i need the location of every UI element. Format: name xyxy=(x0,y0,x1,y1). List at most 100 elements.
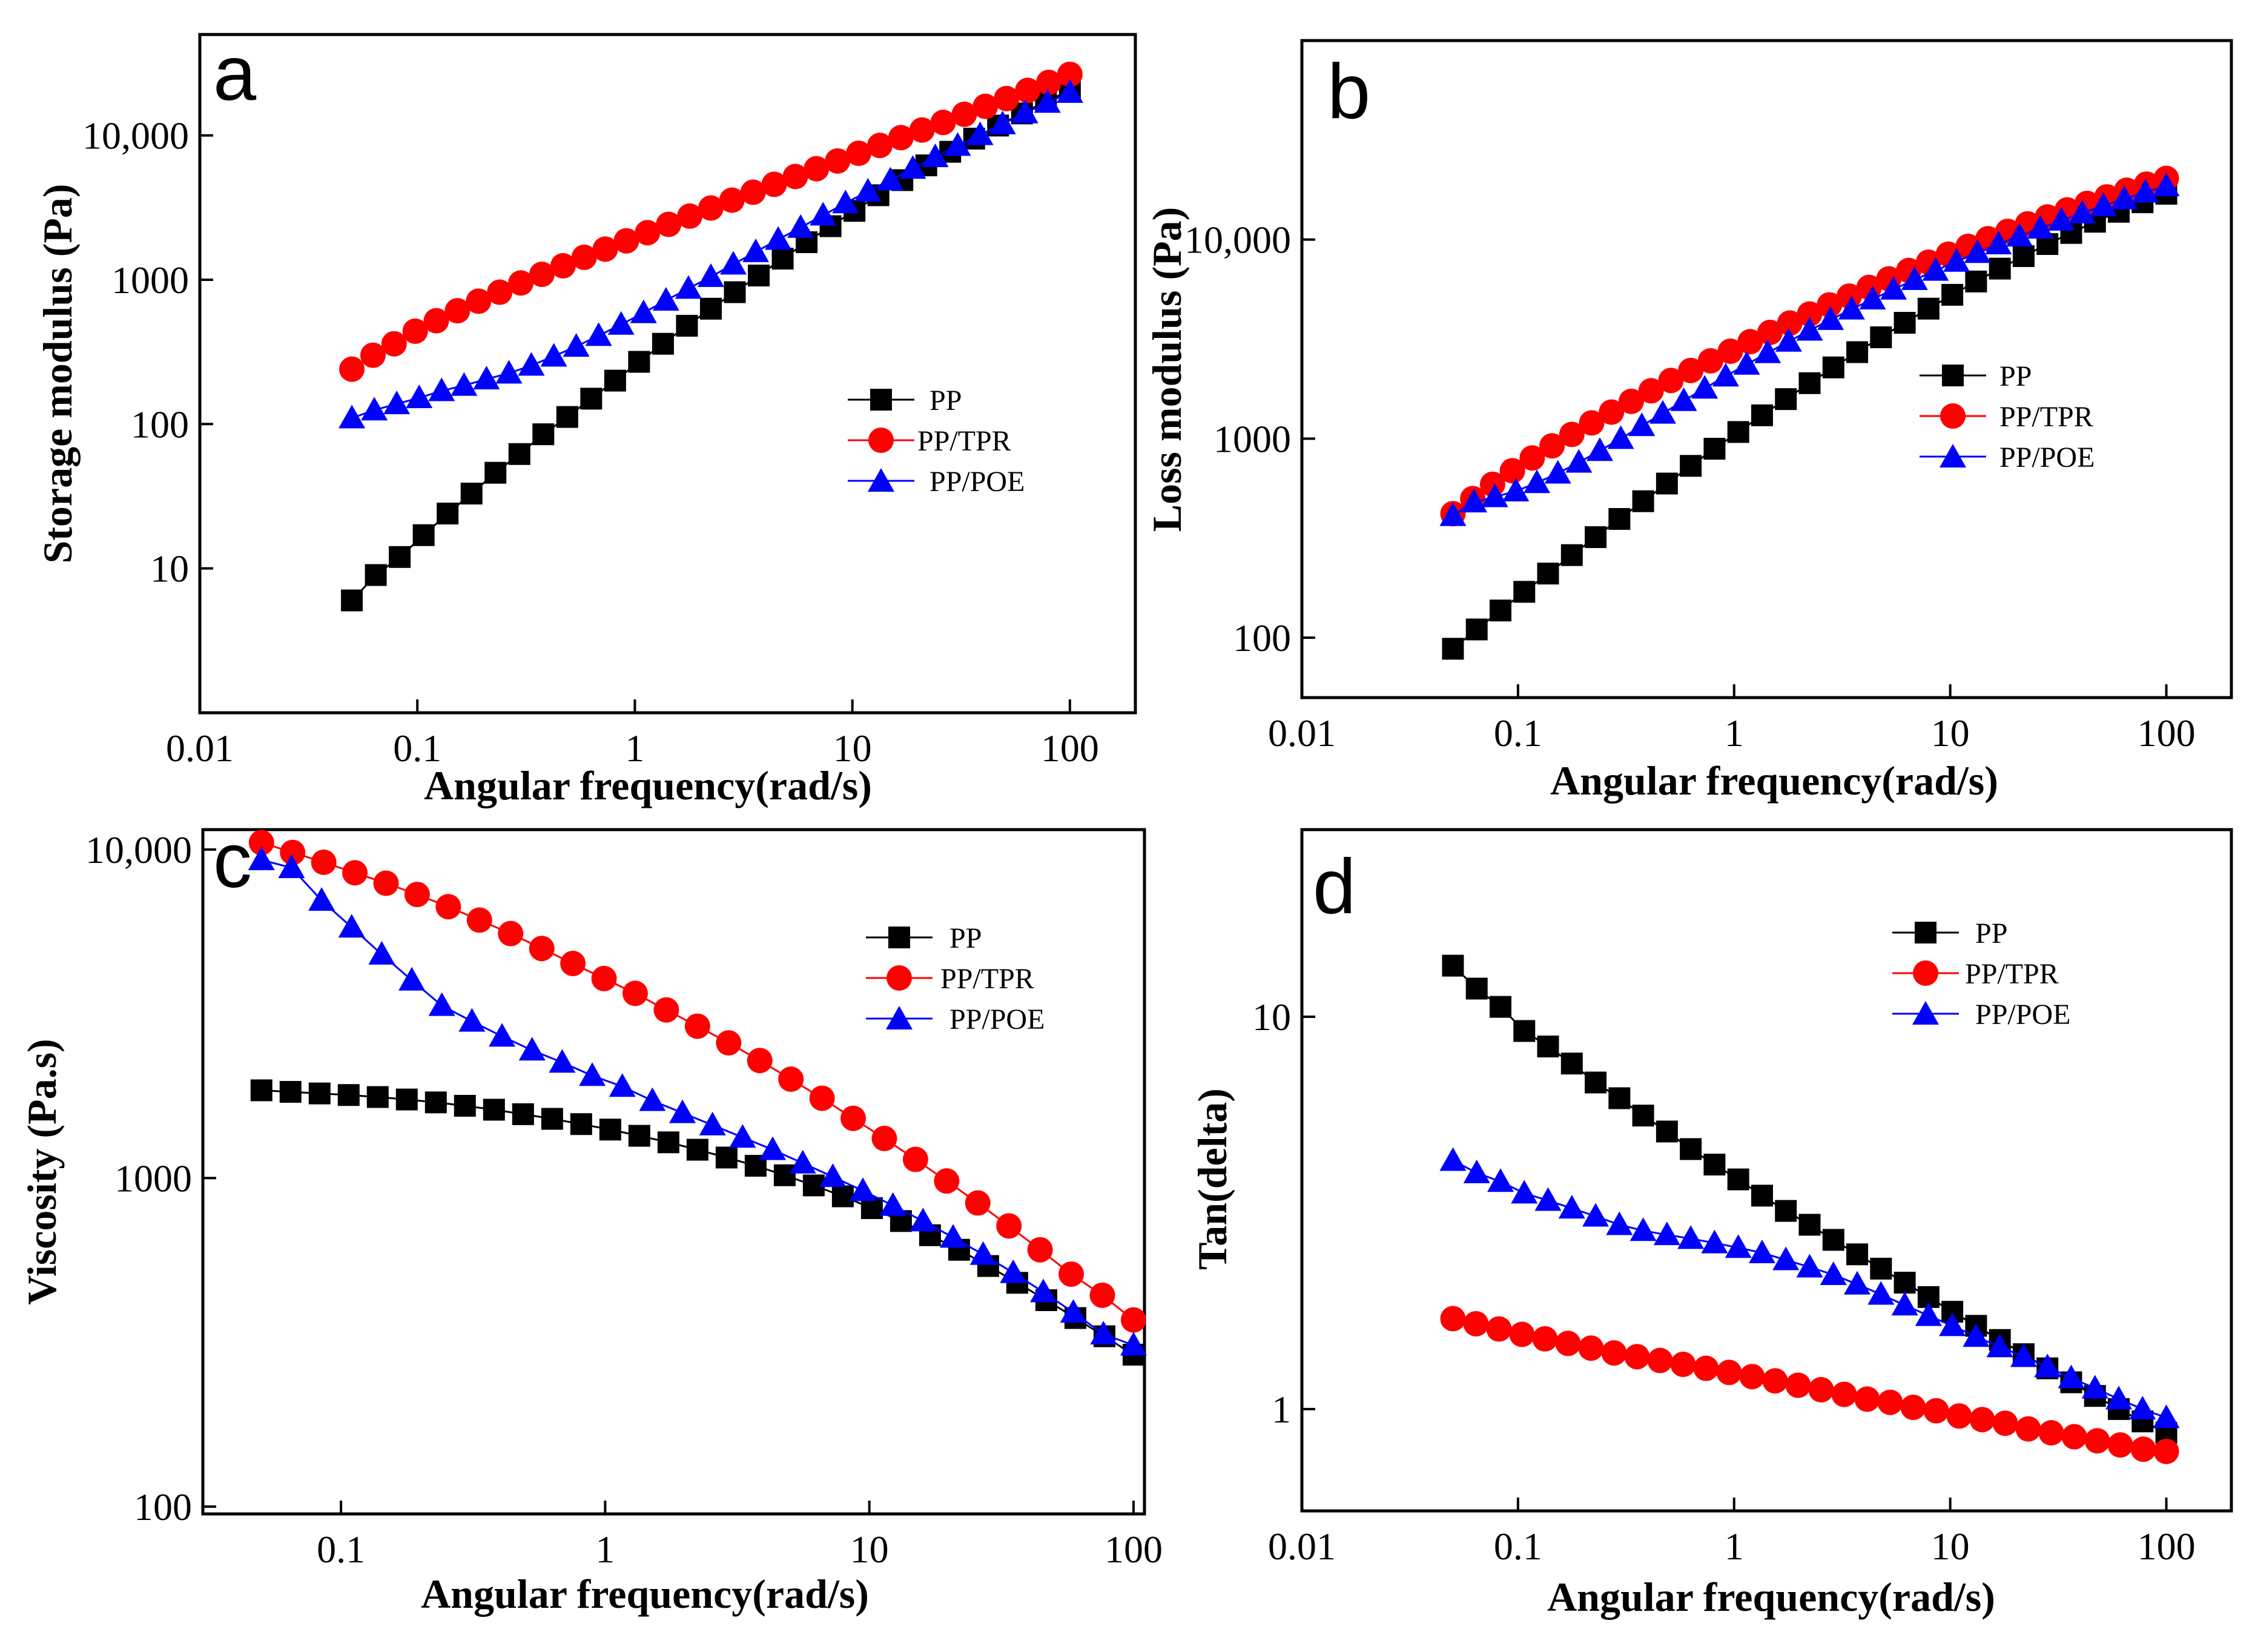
legend-label-b-pp: PP xyxy=(1999,360,2032,392)
data-point-c-pp-3 xyxy=(337,1084,360,1106)
data-point-b-pptpr-5 xyxy=(1539,433,1565,459)
data-point-b-pp-4 xyxy=(1537,563,1559,585)
data-point-d-pppoe-10 xyxy=(1677,1225,1705,1249)
data-point-a-pptpr-34 xyxy=(1057,61,1083,87)
legend-label-c-pp: PP xyxy=(949,922,982,954)
x-tick-label-c-1: 1 xyxy=(595,1528,615,1571)
data-point-d-pptpr-6 xyxy=(1578,1335,1604,1361)
legend-label-d-pppoe: PP/POE xyxy=(1975,999,2070,1031)
data-point-a-pppoe-11 xyxy=(585,322,612,346)
data-point-a-pptpr-22 xyxy=(804,156,830,182)
data-point-b-pppoe-23 xyxy=(1922,257,1949,281)
data-point-c-pptpr-3 xyxy=(342,860,368,886)
data-point-c-pp-12 xyxy=(599,1118,621,1141)
data-point-a-pptpr-2 xyxy=(381,331,407,357)
data-point-a-pptpr-27 xyxy=(909,117,935,143)
y-axis-label-a: Storage modulus (Pa) xyxy=(35,183,81,563)
data-point-a-pp-6 xyxy=(484,461,507,484)
data-point-b-pp-8 xyxy=(1632,490,1654,512)
data-point-b-pppoe-8 xyxy=(1607,425,1634,449)
data-point-b-pppoe-9 xyxy=(1628,412,1656,437)
data-point-c-pppoe-20 xyxy=(849,1177,876,1201)
data-point-d-pppoe-29 xyxy=(2129,1395,2156,1419)
x-tick-label-b-4: 100 xyxy=(2138,712,2196,755)
data-point-a-pptpr-33 xyxy=(1035,70,1061,96)
data-point-d-pppoe-5 xyxy=(1558,1195,1585,1219)
y-tick-label-a-2: 1000 xyxy=(111,259,189,302)
data-point-d-pppoe-25 xyxy=(2034,1353,2061,1378)
data-point-c-pppoe-2 xyxy=(308,887,335,911)
data-point-c-pp-5 xyxy=(395,1088,418,1111)
data-point-d-pptpr-3 xyxy=(1509,1321,1535,1347)
data-point-b-pppoe-18 xyxy=(1817,306,1844,330)
panel-d: d 0.01 0.1 1 10 100 1 10 Angular frequency(rad… xyxy=(1189,828,2233,1620)
data-point-b-pp-15 xyxy=(1798,372,1821,394)
data-point-c-pppoe-25 xyxy=(1000,1259,1027,1283)
data-point-c-pppoe-5 xyxy=(398,966,426,991)
data-point-d-pp-4 xyxy=(1537,1036,1559,1058)
data-point-c-pppoe-1 xyxy=(278,854,305,879)
x-tick-label-d-2: 1 xyxy=(1725,1525,1744,1568)
data-point-c-pppoe-28 xyxy=(1090,1321,1117,1345)
data-point-c-pp-16 xyxy=(715,1146,738,1169)
data-point-a-pptpr-0 xyxy=(339,356,365,382)
data-point-a-pppoe-6 xyxy=(473,365,500,389)
data-point-d-pptpr-27 xyxy=(2061,1424,2087,1450)
data-point-d-pp-0 xyxy=(1442,954,1464,977)
data-point-d-pppoe-21 xyxy=(1939,1312,1966,1336)
x-tick-label-b-1: 0.1 xyxy=(1494,712,1542,755)
data-point-a-pp-8 xyxy=(532,423,555,446)
data-point-c-pppoe-15 xyxy=(699,1111,726,1135)
data-point-a-pppoe-12 xyxy=(607,311,635,335)
data-point-c-pppoe-13 xyxy=(639,1087,666,1111)
legend-marker-c-pp xyxy=(888,927,910,948)
data-point-c-pppoe-12 xyxy=(609,1073,636,1097)
data-point-a-pptpr-28 xyxy=(930,110,956,136)
data-point-a-pppoe-26 xyxy=(922,144,949,168)
x-tick-label-b-3: 10 xyxy=(1931,712,1970,755)
data-point-a-pppoe-16 xyxy=(697,263,724,287)
data-point-d-pptpr-28 xyxy=(2084,1428,2110,1454)
data-point-d-pp-14 xyxy=(1775,1200,1797,1222)
data-point-a-pppoe-2 xyxy=(383,390,411,414)
data-point-c-pp-0 xyxy=(250,1079,272,1102)
x-axis-label-c: Angular frequency(rad/s) xyxy=(421,1571,869,1617)
data-point-c-pptpr-22 xyxy=(934,1168,960,1194)
data-point-c-pppoe-3 xyxy=(338,914,365,938)
data-point-c-pp-6 xyxy=(424,1091,447,1114)
data-point-b-pptpr-4 xyxy=(1519,445,1545,471)
data-point-d-pptpr-10 xyxy=(1670,1352,1696,1378)
data-point-c-pppoe-18 xyxy=(789,1149,816,1174)
data-point-c-pppoe-19 xyxy=(819,1163,847,1188)
data-point-c-pppoe-16 xyxy=(729,1124,756,1148)
data-point-d-pppoe-12 xyxy=(1725,1234,1752,1258)
data-point-b-pppoe-20 xyxy=(1859,286,1886,310)
data-point-c-pptpr-20 xyxy=(871,1126,897,1152)
data-point-b-pptpr-7 xyxy=(1579,410,1605,436)
data-point-a-pppoe-28 xyxy=(966,121,994,145)
data-point-b-pppoe-25 xyxy=(1964,239,1991,263)
data-point-b-pppoe-17 xyxy=(1796,317,1823,341)
data-point-a-pp-15 xyxy=(699,297,722,320)
data-point-a-pptpr-3 xyxy=(402,318,428,344)
data-point-b-pptpr-13 xyxy=(1697,348,1723,374)
data-point-d-pptpr-21 xyxy=(1923,1398,1949,1424)
data-point-c-pppoe-21 xyxy=(879,1192,906,1216)
data-point-a-pppoe-18 xyxy=(742,238,770,262)
data-point-b-pp-21 xyxy=(1941,283,1964,306)
data-point-a-pp-11 xyxy=(604,369,626,392)
x-tick-label-a-4: 100 xyxy=(1041,727,1099,770)
data-point-d-pppoe-19 xyxy=(1891,1292,1918,1316)
data-point-a-pp-17 xyxy=(748,264,770,286)
data-point-c-pptpr-18 xyxy=(809,1085,835,1111)
data-point-b-pppoe-11 xyxy=(1670,387,1697,411)
data-point-c-pptpr-13 xyxy=(653,997,679,1023)
x-tick-label-b-0: 0.01 xyxy=(1268,712,1336,755)
data-point-b-pppoe-7 xyxy=(1586,437,1614,461)
data-point-c-pptpr-21 xyxy=(902,1146,928,1172)
data-point-d-pptpr-24 xyxy=(1992,1410,2018,1436)
data-point-a-pppoe-14 xyxy=(652,286,679,311)
data-point-d-pppoe-18 xyxy=(1867,1281,1895,1305)
data-point-b-pppoe-5 xyxy=(1544,460,1571,484)
y-tick-label-c-2: 10,000 xyxy=(85,828,192,871)
